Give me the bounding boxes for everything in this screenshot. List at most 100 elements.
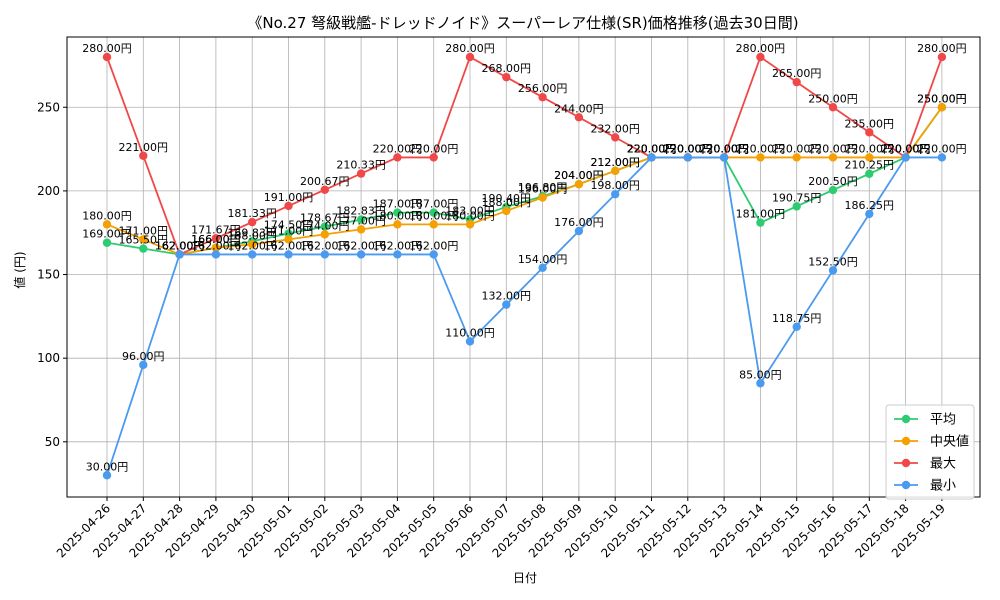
data-label: 174.00円 [300,219,350,232]
data-point [792,202,801,211]
data-label: 220.00円 [699,142,749,155]
data-label: 171.00円 [264,224,314,237]
legend-swatch-marker [901,480,911,490]
data-label: 244.00円 [554,102,604,115]
data-point [211,243,221,252]
data-label: 221.00円 [119,141,169,154]
data-label: 118.75円 [772,312,822,325]
legend-item: 最大 [894,457,956,472]
y-tick-label: 250 [37,100,60,114]
data-point [937,103,947,112]
x-axis-label: 日付 [513,571,537,585]
data-point [792,322,801,331]
data-point [502,72,511,82]
legend-label: 最小 [930,479,956,494]
data-label: 212.00円 [590,156,640,169]
data-point [865,169,874,178]
data-label: 280.00円 [82,42,132,55]
data-point [756,379,765,388]
data-label: 256.00円 [518,82,568,95]
data-point [139,235,148,244]
data-label: 180.00円 [445,209,495,222]
data-point [102,52,112,62]
data-point [139,360,148,370]
data-label: 220.00円 [699,142,749,155]
data-point [828,103,838,112]
data-label: 280.00円 [445,42,495,55]
data-label: 171.67円 [191,223,241,236]
chart-title: 《No.27 弩級戦艦-ドレッドノイド》スーパーレア仕様(SR)価格推移(過去3… [247,14,798,32]
data-label: 162.00円 [191,239,241,252]
data-label: 220.00円 [772,142,822,155]
data-point [828,185,838,195]
x-axis: 2025-04-262025-04-272025-04-282025-04-29… [54,497,948,560]
legend-swatch-marker [901,414,911,424]
data-point [356,225,366,234]
data-point [865,128,874,137]
data-point [429,220,438,229]
data-point [719,153,729,162]
data-label: 96.00円 [122,350,165,363]
data-label: 162.00円 [155,239,205,252]
data-label: 200.50円 [808,175,858,188]
data-point [356,169,366,178]
data-point [284,201,293,211]
data-point [647,153,656,162]
data-label: 180.00円 [82,209,132,222]
data-label: 220.00円 [627,142,677,155]
legend-box [885,404,975,500]
data-label: 265.00円 [772,67,822,80]
data-point [429,153,438,162]
data-label: 268.00円 [482,62,532,75]
data-label: 204.00円 [554,169,604,182]
data-label: 132.00円 [482,290,532,303]
data-label: 198.00円 [590,179,640,192]
data-point [538,263,547,273]
data-point [393,220,402,229]
data-label: 162.00円 [409,239,459,252]
data-label: 168.00円 [227,229,277,242]
data-label: 191.00円 [264,191,314,204]
data-label: 190.40円 [482,192,532,205]
series-最小 [102,153,947,480]
data-point [284,235,293,244]
data-label: 220.00円 [627,142,677,155]
data-label: 220.00円 [699,142,749,155]
data-point [792,77,801,87]
data-label: 162.00円 [155,239,205,252]
data-point [102,238,112,247]
data-label: 250.00円 [808,92,858,105]
data-label: 200.67円 [300,175,350,188]
data-label: 196.80円 [518,181,568,194]
data-label: 204.00円 [554,169,604,182]
data-label: 220.00円 [881,142,931,155]
y-axis-label: 値 (円) [12,251,27,288]
series-lines [102,52,947,480]
data-point [502,300,511,309]
data-point [574,113,584,122]
data-point [139,244,148,253]
series-line [106,106,943,256]
data-point [284,229,293,238]
data-point [284,250,293,259]
data-point [865,153,874,162]
data-label: 280.00円 [917,42,967,55]
data-label: 190.75円 [772,191,822,204]
legend-item: 最小 [894,479,956,494]
data-label: 176.00円 [554,216,604,229]
data-label: 220.00円 [663,142,713,155]
legend-label: 中央値 [930,434,969,450]
data-point [211,250,221,259]
data-point [102,471,112,480]
series-line [106,55,943,256]
data-label: 183.00円 [445,204,495,217]
data-label: 220.00円 [663,142,713,155]
y-tick-label: 50 [45,435,60,449]
data-point [865,209,874,219]
data-label: 220.00円 [627,142,677,155]
data-label: 220.00円 [663,142,713,155]
legend-swatch-marker [901,458,911,468]
data-label: 110.00円 [445,326,495,339]
data-point [356,215,366,224]
data-label: 220.00円 [409,142,459,155]
